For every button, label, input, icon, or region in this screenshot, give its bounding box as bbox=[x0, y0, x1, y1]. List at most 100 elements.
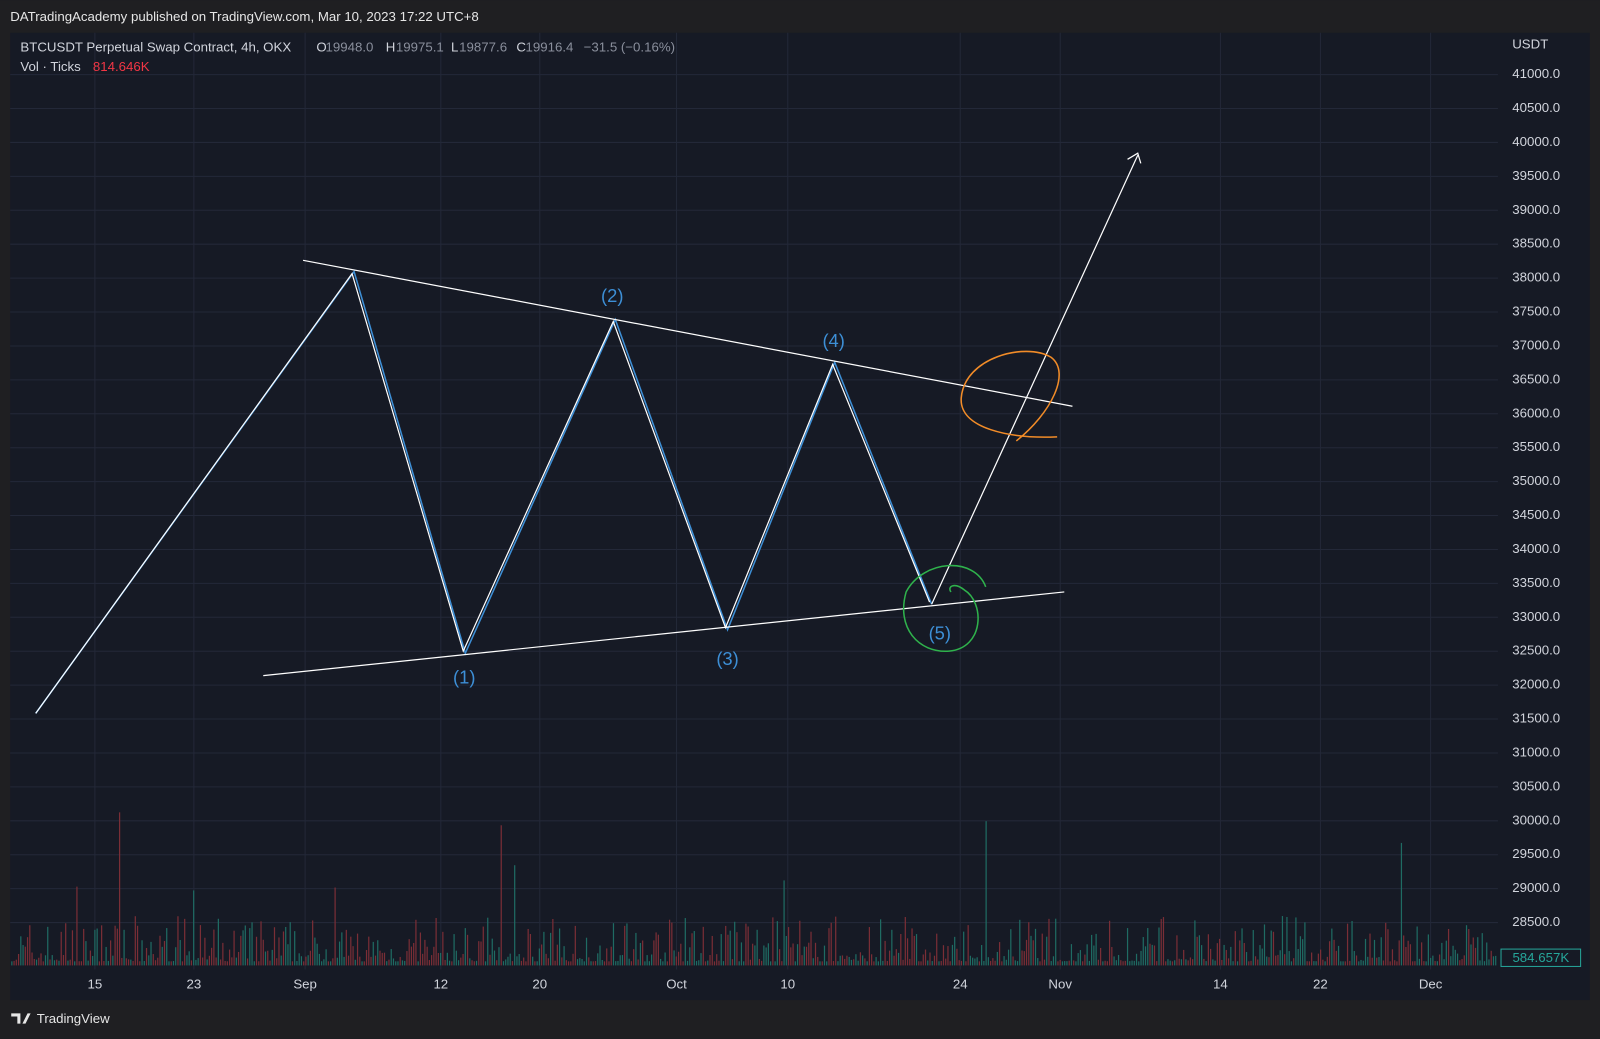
volume-bar bbox=[871, 954, 873, 966]
volume-bar bbox=[309, 950, 312, 966]
volume-bar bbox=[431, 955, 433, 966]
volume-bar bbox=[388, 959, 390, 966]
volume-bar bbox=[1421, 942, 1423, 966]
volume-bar bbox=[419, 932, 422, 966]
volume-bar bbox=[1412, 961, 1414, 966]
volume-bar bbox=[628, 958, 630, 966]
volume-bar bbox=[558, 928, 561, 966]
volume-bar bbox=[781, 961, 783, 966]
orange-scribble bbox=[960, 350, 1060, 442]
volume-bar bbox=[1160, 918, 1162, 966]
volume-bar bbox=[110, 940, 112, 966]
volume-bar bbox=[1194, 920, 1196, 966]
volume-bar bbox=[399, 956, 401, 966]
volume-bar bbox=[484, 961, 487, 966]
volume-bar bbox=[745, 923, 747, 966]
volume-bar bbox=[590, 961, 592, 966]
volume-bar bbox=[1037, 958, 1039, 966]
volume-bar bbox=[1082, 961, 1084, 966]
volume-bar bbox=[1302, 939, 1304, 966]
volume-bar bbox=[170, 961, 172, 966]
volume-bar bbox=[89, 950, 92, 966]
volume-bar bbox=[448, 960, 451, 966]
volume-bar bbox=[1014, 960, 1016, 966]
volume-bar bbox=[1268, 957, 1270, 966]
volume-bar bbox=[1441, 942, 1443, 966]
volume-bar bbox=[464, 928, 466, 966]
volume-bar bbox=[1212, 959, 1214, 966]
volume-bar bbox=[529, 934, 532, 966]
volume-bar bbox=[1126, 928, 1129, 966]
volume-bar bbox=[803, 946, 805, 966]
volume-bar bbox=[673, 950, 675, 966]
volume-bar bbox=[635, 932, 637, 966]
volume-bar bbox=[1364, 938, 1367, 966]
volume-bar bbox=[630, 961, 633, 966]
volume-bar bbox=[318, 953, 320, 966]
volume-bar bbox=[1144, 946, 1147, 966]
volume-bar bbox=[1252, 930, 1254, 966]
volume-bar bbox=[175, 947, 177, 966]
time-label: 10 bbox=[780, 976, 795, 991]
volume-bar bbox=[457, 960, 460, 966]
volume-bar bbox=[139, 961, 141, 966]
volume-bar bbox=[78, 961, 80, 966]
volume-bar bbox=[491, 938, 493, 966]
volume-bar bbox=[426, 946, 428, 966]
volume-bar bbox=[1245, 952, 1248, 966]
volume-bar bbox=[1367, 956, 1369, 966]
volume-bar bbox=[648, 961, 650, 966]
volume-bar bbox=[1396, 961, 1398, 966]
volume-bar bbox=[668, 919, 671, 966]
volume-bar bbox=[576, 959, 579, 966]
volume-label: Vol · Ticks bbox=[20, 59, 81, 74]
volume-value: 814.646K bbox=[93, 59, 150, 74]
volume-bar bbox=[859, 952, 862, 966]
volume-bar bbox=[626, 923, 628, 966]
volume-bar bbox=[332, 958, 334, 966]
volume-bar bbox=[38, 957, 40, 966]
price-label: 39500.0 bbox=[1512, 168, 1560, 183]
volume-bar bbox=[107, 960, 109, 966]
volume-bar bbox=[1003, 956, 1005, 966]
volume-bar bbox=[469, 958, 471, 966]
volume-bar bbox=[368, 936, 370, 966]
volume-bar bbox=[1133, 960, 1135, 966]
volume-bar bbox=[956, 948, 958, 966]
price-label: 34500.0 bbox=[1512, 507, 1560, 522]
volume-bar bbox=[1331, 928, 1333, 966]
volume-bar bbox=[963, 931, 965, 966]
volume-bar bbox=[900, 934, 902, 966]
volume-bar bbox=[761, 960, 763, 966]
drawings bbox=[35, 152, 1142, 714]
volume-bar bbox=[1122, 961, 1124, 966]
volume-bar bbox=[1088, 960, 1090, 966]
volume-bar bbox=[1104, 960, 1106, 966]
volume-bar bbox=[727, 934, 729, 966]
volume-bar bbox=[794, 961, 796, 966]
volume-bar bbox=[911, 928, 913, 966]
volume-bar bbox=[933, 955, 936, 966]
volume-bar bbox=[1174, 960, 1176, 966]
volume-bar bbox=[525, 961, 527, 966]
volume-bar bbox=[67, 960, 69, 966]
volume-bar bbox=[1297, 949, 1299, 966]
volume-bar bbox=[98, 961, 100, 966]
volume-bar bbox=[756, 929, 758, 966]
volume-bar bbox=[300, 956, 303, 966]
volume-bar bbox=[143, 961, 145, 966]
volume-bar bbox=[74, 961, 76, 966]
volume-bar bbox=[848, 956, 850, 966]
volume-bar bbox=[909, 958, 911, 966]
volume-bar bbox=[354, 959, 356, 966]
volume-bar bbox=[828, 928, 830, 966]
volume-bar bbox=[523, 957, 525, 966]
volume-bar bbox=[370, 956, 372, 966]
volume-bar bbox=[1227, 958, 1230, 966]
volume-bar bbox=[1007, 949, 1010, 966]
volume-bar bbox=[1068, 960, 1070, 966]
volume-bar bbox=[1333, 939, 1335, 966]
volume-bar bbox=[1387, 929, 1389, 966]
volume-bar bbox=[53, 960, 56, 966]
